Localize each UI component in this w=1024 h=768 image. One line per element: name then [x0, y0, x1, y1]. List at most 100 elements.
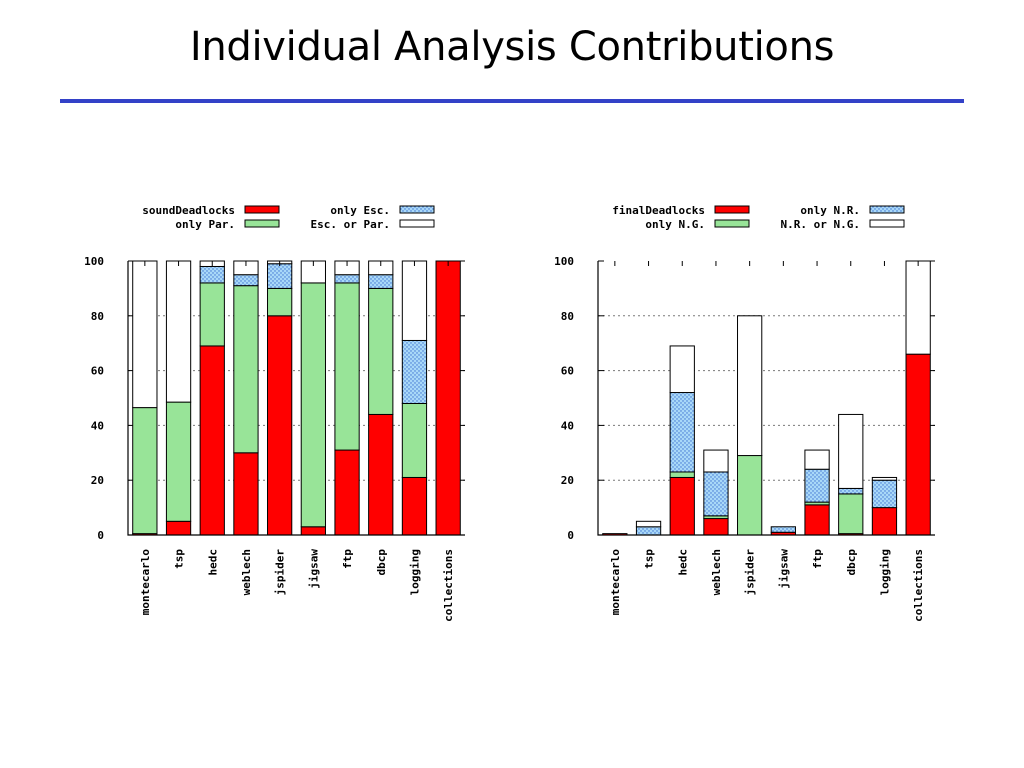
- x-tick-label-dbcp: dbcp: [375, 549, 388, 576]
- y-tick-label: 100: [554, 255, 574, 268]
- bar-jspider-n-r-or-n-g: [737, 315, 763, 457]
- bar-logging-only-esc: [401, 339, 428, 404]
- axis-frame: [597, 261, 935, 536]
- bar-logging-only-n-r: [871, 479, 898, 509]
- y-tick-label: 20: [91, 474, 104, 487]
- legend-label-finaldeadlocks: finalDeadlocks: [612, 204, 705, 217]
- x-tick-label-dbcp: dbcp: [845, 549, 858, 576]
- bar-hedc-only-n-r: [669, 392, 695, 473]
- x-tick-label-logging: logging: [878, 549, 891, 595]
- y-tick-label: 40: [561, 419, 574, 432]
- bar-dbcp-sounddeadlocks: [368, 413, 394, 536]
- legend-swatch-n-r-or-n-g: [869, 219, 905, 228]
- chart-final-deadlocks: 0 20 40 60 80 100 montecarlo tsp hedc weblech jspi…: [554, 204, 935, 622]
- x-tick-label-logging: logging: [408, 549, 421, 595]
- legend-swatch-finaldeadlocks: [714, 205, 750, 214]
- bar-jigsaw-only-par: [300, 282, 326, 528]
- legend-swatch-only-esc: [399, 205, 435, 214]
- bar-collections-sounddeadlocks: [435, 260, 461, 536]
- x-tick-label-hedc: hedc: [206, 549, 219, 576]
- bar-jigsaw-sounddeadlocks: [300, 526, 326, 536]
- x-tick-label-collections: collections: [912, 549, 925, 622]
- legend-label-only-esc: only Esc.: [330, 204, 390, 217]
- y-tick-label: 20: [561, 474, 574, 487]
- bar-jigsaw-only-n-r: [770, 526, 796, 533]
- bar-jspider-only-esc: [267, 263, 293, 289]
- bar-dbcp-only-par: [368, 287, 394, 415]
- page-title: Individual Analysis Contributions: [189, 24, 835, 70]
- bar-hedc-n-r-or-n-g: [669, 345, 695, 394]
- bar-dbcp-only-esc: [368, 274, 394, 289]
- y-tick-label: 0: [567, 529, 574, 542]
- legend-label-n-r-or-n-g: N.R. or N.G.: [781, 218, 860, 231]
- x-tick-label-tsp: tsp: [643, 549, 656, 569]
- bar-tsp-only-par: [165, 401, 192, 522]
- x-tick-label-jspider: jspider: [744, 549, 757, 596]
- bar-hedc-only-esc: [199, 265, 225, 284]
- bar-logging-n-r-or-n-g: [871, 476, 898, 481]
- y-tick-label: 80: [561, 310, 574, 323]
- legend-swatch-only-n-r: [869, 205, 905, 214]
- bar-hedc-sounddeadlocks: [199, 345, 225, 536]
- x-tick-label-tsp: tsp: [173, 549, 186, 569]
- bar-logging-esc-or-par: [401, 260, 428, 341]
- legend-swatch-sounddeadlocks: [244, 205, 280, 214]
- bar-weblech-finaldeadlocks: [703, 518, 729, 536]
- bar-dbcp-only-n-g: [838, 493, 864, 535]
- y-tick-label: 40: [91, 419, 104, 432]
- x-tick-label-montecarlo: montecarlo: [139, 549, 152, 616]
- bar-weblech-only-esc: [233, 274, 259, 287]
- bar-ftp-only-esc: [334, 274, 360, 284]
- legend-swatch-only-n-g: [714, 219, 750, 228]
- bar-hedc-finaldeadlocks: [669, 476, 695, 536]
- x-tick-label-weblech: weblech: [240, 549, 253, 595]
- x-tick-label-montecarlo: montecarlo: [609, 549, 622, 616]
- y-tick-label: 60: [561, 365, 574, 378]
- bar-weblech-sounddeadlocks: [233, 452, 259, 536]
- legend-label-esc-or-par: Esc. or Par.: [311, 218, 390, 231]
- x-tick-label-jigsaw: jigsaw: [307, 549, 320, 589]
- x-tick-label-collections: collections: [442, 549, 455, 622]
- bar-logging-finaldeadlocks: [871, 507, 898, 536]
- bar-collections-n-r-or-n-g: [905, 260, 931, 355]
- x-tick-label-ftp: ftp: [811, 549, 824, 569]
- bar-jspider-only-n-g: [737, 455, 763, 536]
- x-tick-label-ftp: ftp: [341, 549, 354, 569]
- bar-dbcp-n-r-or-n-g: [838, 413, 864, 489]
- bar-montecarlo-esc-or-par: [132, 260, 158, 409]
- legend-label-only-n-r: only N.R.: [800, 204, 860, 217]
- legend-swatch-esc-or-par: [399, 219, 435, 228]
- legend-label-only-par: only Par.: [175, 218, 235, 231]
- bar-hedc-only-par: [199, 282, 225, 347]
- bar-hedc-only-n-g: [669, 471, 695, 478]
- bar-collections-finaldeadlocks: [905, 353, 931, 536]
- bar-weblech-only-n-r: [703, 471, 729, 517]
- axis-frame: [127, 261, 465, 536]
- legend-swatch-only-par: [244, 219, 280, 228]
- bar-tsp-only-n-r: [635, 526, 662, 536]
- bar-ftp-n-r-or-n-g: [804, 449, 830, 470]
- bar-weblech-only-par: [233, 285, 259, 454]
- bar-ftp-finaldeadlocks: [804, 504, 830, 536]
- y-tick-label: 80: [91, 310, 104, 323]
- bar-dbcp-only-n-r: [838, 487, 864, 495]
- y-tick-label: 60: [91, 365, 104, 378]
- bar-logging-only-par: [401, 402, 428, 478]
- bar-ftp-only-par: [334, 282, 360, 451]
- x-tick-label-jigsaw: jigsaw: [777, 549, 790, 589]
- bar-jspider-only-par: [267, 287, 293, 317]
- bar-jspider-sounddeadlocks: [267, 315, 293, 536]
- x-tick-label-jspider: jspider: [274, 549, 287, 596]
- bar-tsp-n-r-or-n-g: [635, 520, 662, 528]
- bar-montecarlo-only-par: [132, 407, 158, 535]
- x-tick-label-weblech: weblech: [710, 549, 723, 595]
- bar-logging-sounddeadlocks: [401, 476, 428, 536]
- chart-sound-deadlocks: 0 20 40 60 80 100 montecarlo tsp hedc weblech jspi…: [84, 204, 465, 622]
- y-tick-label: 0: [97, 529, 104, 542]
- x-tick-label-hedc: hedc: [676, 549, 689, 576]
- title-underline: [60, 99, 964, 103]
- bar-tsp-esc-or-par: [165, 260, 192, 403]
- legend-label-sounddeadlocks: soundDeadlocks: [142, 204, 235, 217]
- bar-ftp-sounddeadlocks: [334, 449, 360, 536]
- bar-weblech-n-r-or-n-g: [703, 449, 729, 473]
